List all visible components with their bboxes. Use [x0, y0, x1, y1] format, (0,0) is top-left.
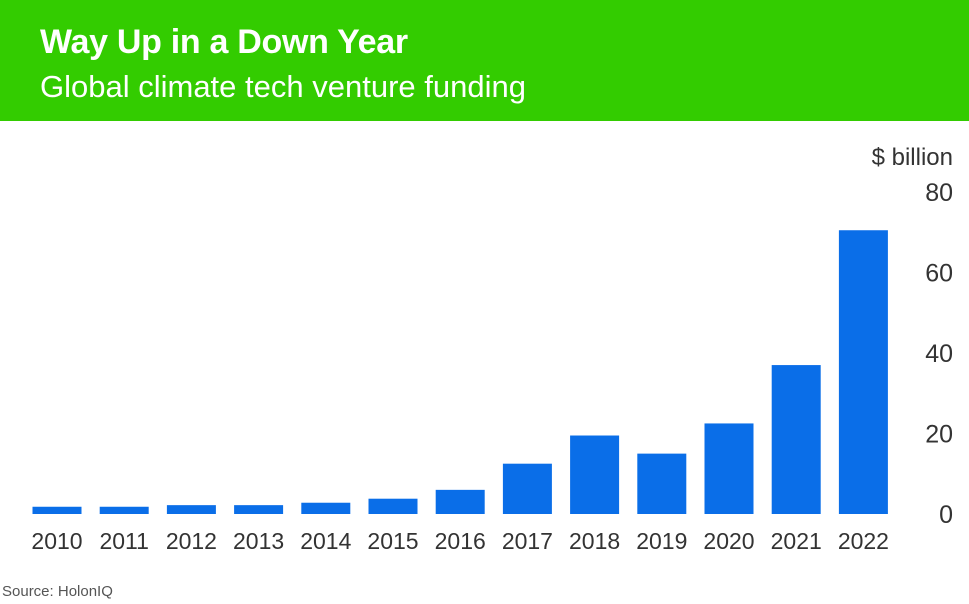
x-tick-label: 2020 [703, 528, 754, 554]
x-tick-label: 2015 [367, 528, 418, 554]
y-tick-label: 0 [939, 501, 953, 529]
bar-2017 [502, 463, 552, 514]
chart-subtitle: Global climate tech venture funding [40, 69, 526, 104]
y-tick-label: 80 [925, 179, 953, 207]
x-tick-label: 2010 [31, 528, 82, 554]
x-tick-label: 2016 [435, 528, 486, 554]
bar-2022 [838, 230, 888, 515]
x-tick-label: 2011 [99, 528, 148, 554]
bar-2012 [166, 505, 216, 514]
bar-2016 [435, 489, 485, 514]
y-tick-label: 40 [925, 340, 953, 368]
bar-chart: $ billion 0 20 40 60 80 2010 2011 2012 2013 2014… [31, 144, 953, 554]
x-tick-label: 2018 [569, 528, 620, 554]
bar-2018 [570, 435, 620, 514]
bar-2014 [301, 502, 351, 514]
y-axis-unit-label: $ billion [872, 144, 953, 171]
x-tick-label: 2019 [636, 528, 687, 554]
bar-2015 [368, 498, 418, 514]
x-tick-label: 2017 [502, 528, 553, 554]
y-tick-label: 60 [925, 260, 953, 288]
x-tick-label: 2022 [838, 528, 889, 554]
bar-2019 [637, 453, 687, 514]
bar-2011 [99, 506, 149, 514]
chart-header: Way Up in a Down Year Global climate tec… [0, 0, 969, 121]
source-note: Source: HolonIQ [2, 583, 113, 600]
x-tick-label: 2014 [300, 528, 351, 554]
x-tick-label: 2021 [771, 528, 822, 554]
x-tick-label: 2012 [166, 528, 217, 554]
bar-2021 [771, 365, 821, 514]
bar-2010 [32, 506, 82, 514]
bar-2013 [234, 505, 284, 514]
x-tick-label: 2013 [233, 528, 284, 554]
bar-2020 [704, 423, 754, 514]
chart-title: Way Up in a Down Year [40, 23, 408, 61]
y-tick-label: 20 [925, 421, 953, 449]
